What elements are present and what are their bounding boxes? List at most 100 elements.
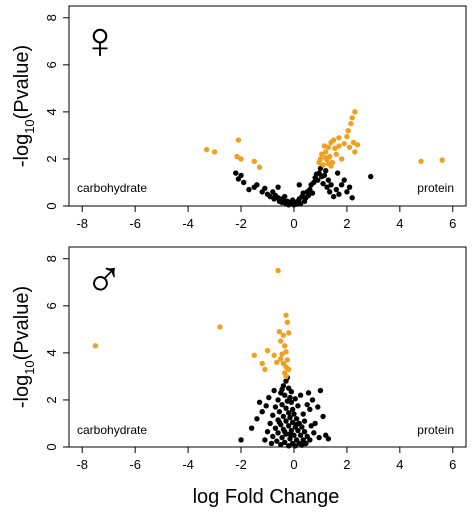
point-top-nonsignificant-0	[233, 170, 239, 176]
point-bottom-nonsignificant-84	[276, 419, 283, 425]
point-top-significant-13	[344, 133, 350, 140]
point-bottom-nonsignificant-46	[262, 437, 268, 443]
panel-bottom: 0 2 4 6 8 -8 -6 -4 -2 0 2 4 6 ♂ carbohydrate protei…	[11, 246, 467, 472]
point-top-nonsignificant-59	[341, 177, 347, 183]
point-top-nonsignificant-3	[240, 179, 247, 186]
x-tick-label-top-3: -2	[235, 216, 247, 231]
point-bottom-nonsignificant-59	[248, 425, 255, 431]
x-tick-label-bottom-3: -2	[235, 457, 247, 472]
point-top-nonsignificant-55	[330, 193, 337, 200]
point-bottom-nonsignificant-40	[270, 433, 276, 440]
y-tick-labels-top: 0 2 4 6 8	[44, 14, 59, 209]
point-bottom-nonsignificant-33	[301, 429, 308, 435]
plot-frame-bottom	[68, 246, 467, 448]
x-tick-label-bottom-2: -4	[182, 457, 194, 472]
x-tick-label-top-2: -4	[182, 216, 194, 231]
point-top-nonsignificant-65	[275, 184, 281, 190]
point-bottom-nonsignificant-82	[292, 396, 298, 402]
point-bottom-nonsignificant-28	[299, 424, 305, 430]
point-top-significant-24	[316, 159, 322, 166]
point-top-significant-10	[349, 115, 355, 121]
point-top-significant-20	[323, 149, 329, 155]
point-top-nonsignificant-40	[309, 190, 316, 196]
point-bottom-nonsignificant-38	[297, 432, 304, 438]
point-top-nonsignificant-64	[296, 182, 302, 188]
point-bottom-nonsignificant-55	[292, 443, 298, 449]
point-top-significant-35	[323, 155, 329, 161]
points-bottom	[92, 267, 332, 449]
point-bottom-nonsignificant-57	[259, 409, 265, 415]
point-top-nonsignificant-61	[346, 184, 353, 190]
point-bottom-nonsignificant-15	[291, 411, 297, 417]
point-bottom-nonsignificant-32	[295, 427, 301, 434]
point-top-significant-4	[238, 156, 244, 162]
point-top-significant-15	[341, 140, 347, 147]
point-top-significant-37	[325, 160, 332, 167]
point-top-significant-1	[211, 149, 218, 155]
point-bottom-nonsignificant-17	[280, 413, 287, 420]
point-bottom-nonsignificant-86	[301, 418, 308, 424]
point-top-significant-18	[328, 139, 334, 146]
point-top-nonsignificant-8	[262, 185, 268, 192]
point-top-nonsignificant-51	[324, 184, 330, 190]
point-bottom-significant-10	[283, 349, 289, 355]
point-bottom-nonsignificant-35	[275, 430, 281, 436]
plot-frame-top	[68, 5, 467, 207]
point-bottom-nonsignificant-60	[238, 437, 244, 443]
point-top-nonsignificant-10	[267, 193, 273, 200]
point-top-significant-16	[336, 143, 342, 149]
point-bottom-nonsignificant-4	[282, 392, 288, 398]
points-top	[203, 109, 445, 208]
x-tick-label-bottom-7: 6	[449, 457, 456, 472]
x-ticks-top	[81, 206, 454, 212]
point-bottom-nonsignificant-6	[275, 397, 281, 403]
point-bottom-nonsignificant-53	[278, 441, 284, 448]
point-bottom-significant-22	[262, 366, 268, 373]
point-top-significant-3	[234, 153, 240, 160]
point-bottom-nonsignificant-47	[274, 438, 280, 444]
female-symbol: ♀	[81, 12, 120, 70]
point-bottom-nonsignificant-9	[279, 401, 285, 408]
male-symbol: ♂	[85, 251, 124, 309]
point-bottom-nonsignificant-76	[300, 411, 306, 417]
y-tick-labels-bottom: 0 2 4 6 8	[44, 255, 59, 450]
x-tick-label-bottom-5: 2	[343, 457, 350, 472]
point-bottom-nonsignificant-56	[299, 442, 305, 448]
point-bottom-nonsignificant-78	[263, 403, 269, 409]
point-bottom-nonsignificant-24	[267, 420, 273, 427]
point-top-nonsignificant-58	[338, 182, 345, 188]
y-axis-label-bottom: -log10(Pvalue)	[11, 286, 37, 408]
point-bottom-nonsignificant-8	[288, 399, 295, 405]
y-tick-label-bottom-4: 8	[44, 255, 59, 262]
y-axis-label-bottom-tail: (Pvalue)	[11, 286, 33, 360]
point-bottom-significant-3	[283, 312, 289, 318]
point-bottom-nonsignificant-58	[256, 399, 263, 405]
point-bottom-nonsignificant-13	[276, 409, 283, 415]
point-top-nonsignificant-53	[326, 189, 333, 195]
x-tick-label-bottom-0: -8	[76, 457, 88, 472]
y-tick-label-top-3: 6	[44, 61, 59, 68]
point-top-nonsignificant-54	[328, 182, 334, 188]
point-top-significant-5	[251, 158, 257, 164]
x-tick-label-bottom-6: 4	[396, 457, 403, 472]
y-axis-label-top-tail: (Pvalue)	[11, 45, 33, 119]
point-top-significant-0	[203, 146, 210, 153]
y-axis-label-top-main: -log	[11, 134, 33, 167]
point-top-significant-31	[346, 144, 353, 150]
point-bottom-nonsignificant-62	[307, 406, 313, 413]
point-top-significant-22	[319, 151, 325, 157]
point-bottom-nonsignificant-52	[268, 440, 275, 447]
point-top-nonsignificant-19	[282, 193, 288, 200]
right-annotation-bottom: protein	[417, 423, 454, 437]
point-top-nonsignificant-44	[315, 177, 321, 183]
point-bottom-nonsignificant-70	[305, 390, 312, 396]
y-tick-label-bottom-0: 0	[44, 443, 59, 450]
point-bottom-significant-0	[92, 343, 99, 349]
point-bottom-significant-21	[251, 352, 257, 358]
y-axis-label-bottom-main: -log	[11, 375, 33, 408]
point-top-significant-21	[321, 143, 328, 149]
x-tick-label-top-7: 6	[449, 216, 456, 231]
point-bottom-nonsignificant-29	[272, 425, 279, 431]
x-tick-label-top-1: -6	[129, 216, 141, 231]
